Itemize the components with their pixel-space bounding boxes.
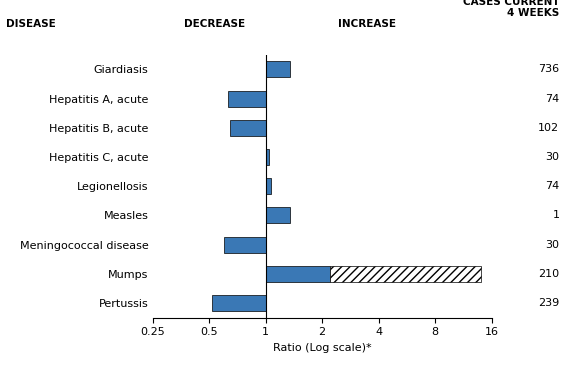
Text: 1: 1	[553, 210, 559, 220]
Bar	[330, 266, 481, 282]
Bar	[266, 149, 269, 165]
Text: DISEASE: DISEASE	[6, 19, 55, 29]
Bar	[231, 120, 266, 136]
Text: 74: 74	[545, 181, 559, 191]
Text: 30: 30	[545, 152, 559, 162]
Text: CASES CURRENT
4 WEEKS: CASES CURRENT 4 WEEKS	[463, 0, 559, 18]
Bar	[266, 266, 330, 282]
Text: 30: 30	[545, 239, 559, 250]
Text: 102: 102	[538, 123, 559, 133]
Text: 239: 239	[538, 298, 559, 308]
Bar	[266, 61, 290, 77]
Text: INCREASE: INCREASE	[338, 19, 396, 29]
Bar	[266, 178, 271, 194]
Text: DECREASE: DECREASE	[184, 19, 245, 29]
Bar	[228, 91, 266, 107]
Text: 736: 736	[538, 64, 559, 74]
Text: 74: 74	[545, 93, 559, 104]
Bar	[266, 207, 290, 223]
Text: 210: 210	[538, 269, 559, 279]
Bar	[212, 295, 266, 311]
X-axis label: Ratio (Log scale)*: Ratio (Log scale)*	[273, 343, 371, 353]
Bar	[224, 237, 266, 253]
